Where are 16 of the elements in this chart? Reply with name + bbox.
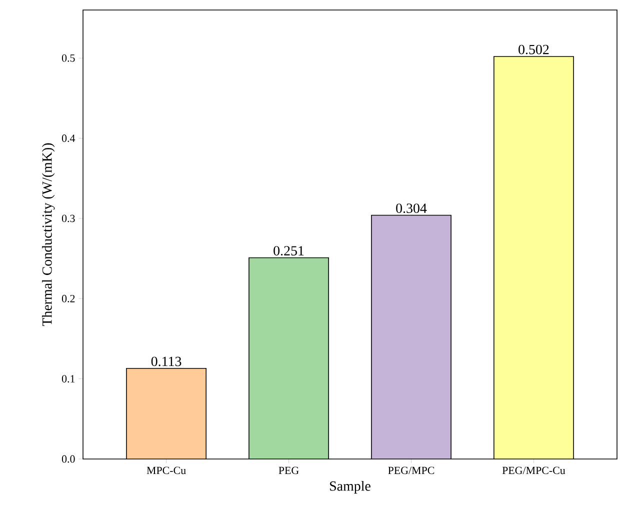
x-tick-label: PEG/MPC bbox=[388, 466, 434, 474]
x-tick-label: PEG/MPC-Cu bbox=[502, 466, 566, 474]
y-tick-label: 0.0 bbox=[62, 455, 75, 463]
data-label: 0.502 bbox=[518, 44, 549, 54]
data-label: 0.251 bbox=[274, 246, 304, 256]
x-tick-label: PEG bbox=[278, 466, 299, 474]
y-tick-label: 0.1 bbox=[62, 375, 75, 383]
y-tick-label: 0.5 bbox=[62, 54, 75, 62]
data-label: 0.304 bbox=[396, 204, 427, 214]
x-axis-title: Sample bbox=[330, 480, 370, 494]
y-tick-label: 0.4 bbox=[62, 134, 76, 142]
data-label: 0.113 bbox=[151, 356, 182, 366]
y-axis-title: Thermal Conductivity (W/(mK)) bbox=[42, 143, 55, 326]
x-tick-label: MPC-Cu bbox=[146, 466, 186, 474]
y-tick-label: 0.3 bbox=[62, 214, 75, 222]
y-tick-label: 0.2 bbox=[62, 294, 75, 302]
